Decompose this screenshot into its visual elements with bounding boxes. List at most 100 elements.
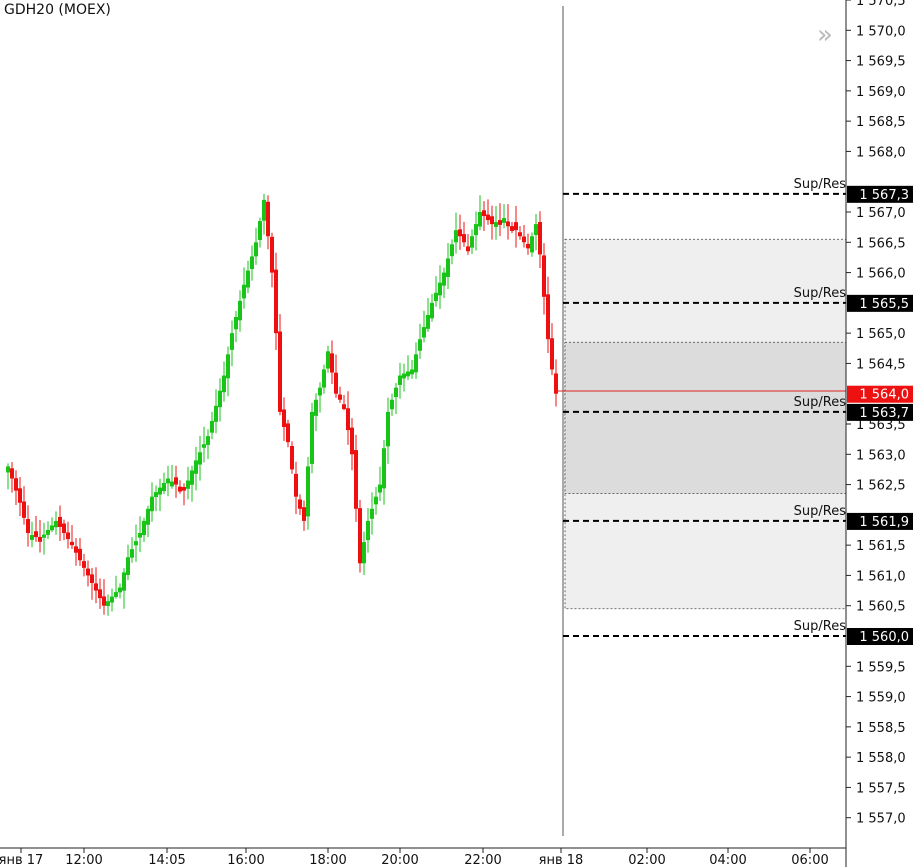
candle-down bbox=[526, 243, 530, 249]
candle-up bbox=[126, 557, 130, 575]
y-tick-label: 1 563,5 bbox=[856, 418, 906, 433]
current-price-text: 1 564,0 bbox=[859, 388, 909, 403]
candle-up bbox=[406, 371, 410, 377]
candle-up bbox=[166, 478, 170, 484]
x-tick-label: 16:00 bbox=[227, 853, 264, 867]
candle-down bbox=[10, 468, 14, 479]
candle-down bbox=[546, 294, 550, 340]
level-price-text: 1 563,7 bbox=[859, 406, 909, 421]
current-price-tag bbox=[847, 385, 913, 403]
candle-up bbox=[222, 375, 226, 393]
candle-up bbox=[398, 375, 402, 385]
levels-layer: Sup/Res Sup/Res Sup/Res Sup/Res Sup/Res bbox=[563, 177, 847, 637]
candle-up bbox=[138, 533, 142, 538]
price-tags: 1 567,3 1 565,5 1 563,7 1 561,9 1 560,0 1 564… bbox=[847, 185, 913, 645]
candle-up bbox=[394, 387, 398, 398]
candle-up bbox=[238, 300, 242, 321]
candle-up bbox=[170, 481, 174, 487]
candle-down bbox=[274, 269, 278, 334]
x-tick-label: янв 17 bbox=[0, 853, 43, 867]
level-price-tag bbox=[847, 403, 913, 421]
level-price-tag bbox=[847, 512, 913, 530]
candle-up bbox=[366, 520, 370, 541]
x-tick-label: 22:00 bbox=[464, 853, 501, 867]
y-tick-label: 1 569,5 bbox=[856, 55, 906, 70]
time-axis[interactable]: янв 17 12:00 14:05 16:00 18:00 20:00 22:00 янв … bbox=[0, 848, 829, 867]
candle-up bbox=[194, 460, 198, 474]
candle-down bbox=[510, 226, 514, 231]
candle-down bbox=[462, 234, 466, 243]
candle-up bbox=[150, 496, 154, 512]
double-chevron-right-icon[interactable]: » bbox=[817, 20, 833, 50]
candle-up bbox=[250, 256, 254, 270]
x-tick-label: 02:00 bbox=[628, 853, 665, 867]
candle-down bbox=[70, 541, 74, 546]
candle-up bbox=[454, 230, 458, 243]
candle-up bbox=[258, 221, 262, 241]
candle-up bbox=[326, 351, 330, 369]
candle-down bbox=[290, 445, 294, 470]
y-tick-label: 1 567,0 bbox=[856, 206, 906, 221]
candle-up bbox=[186, 480, 190, 489]
candle-up bbox=[426, 314, 430, 329]
candle-up bbox=[378, 484, 382, 493]
candle-up bbox=[494, 222, 498, 227]
candle-down bbox=[178, 486, 182, 492]
x-tick-label: 06:00 bbox=[791, 853, 828, 867]
candle-down bbox=[486, 214, 490, 221]
candle-down bbox=[278, 331, 282, 412]
y-tick-label: 1 568,5 bbox=[856, 115, 906, 130]
candle-up bbox=[246, 270, 250, 288]
candle-down bbox=[302, 507, 306, 521]
candles-layer bbox=[6, 193, 558, 616]
y-tick-label: 1 565,0 bbox=[856, 327, 906, 342]
candle-up bbox=[114, 592, 118, 597]
x-tick-label: 20:00 bbox=[381, 853, 418, 867]
candle-up bbox=[30, 535, 34, 540]
candle-up bbox=[158, 487, 162, 495]
sup-res-label: Sup/Res bbox=[794, 619, 847, 634]
candle-down bbox=[554, 373, 558, 394]
candle-down bbox=[342, 404, 346, 410]
candle-up bbox=[206, 436, 210, 445]
candle-up bbox=[402, 373, 406, 379]
candle-up bbox=[226, 354, 230, 379]
candle-up bbox=[110, 596, 114, 603]
candle-up bbox=[210, 420, 214, 433]
candle-down bbox=[334, 372, 338, 394]
candle-up bbox=[390, 399, 394, 410]
candle-down bbox=[330, 353, 334, 373]
candle-up bbox=[362, 542, 366, 564]
candle-up bbox=[502, 218, 506, 223]
candle-down bbox=[90, 574, 94, 583]
x-tick-label: 12:00 bbox=[65, 853, 102, 867]
candle-up bbox=[242, 284, 246, 299]
candle-up bbox=[218, 390, 222, 408]
candle-up bbox=[446, 258, 450, 277]
candle-up bbox=[370, 508, 374, 519]
candle-down bbox=[298, 499, 302, 509]
candle-down bbox=[14, 478, 18, 491]
candle-up bbox=[234, 316, 238, 330]
candle-up bbox=[318, 387, 322, 396]
candle-down bbox=[270, 236, 274, 273]
candle-up bbox=[534, 224, 538, 236]
y-tick-label: 1 558,0 bbox=[856, 751, 906, 766]
candle-up bbox=[122, 572, 126, 591]
candle-down bbox=[174, 477, 178, 485]
candle-up bbox=[198, 452, 202, 465]
y-tick-label: 1 559,0 bbox=[856, 691, 906, 706]
candle-down bbox=[522, 236, 526, 243]
candle-down bbox=[498, 220, 502, 225]
candle-down bbox=[346, 408, 350, 431]
level-price-tag bbox=[847, 185, 913, 203]
candle-up bbox=[262, 199, 266, 221]
candle-up bbox=[442, 272, 446, 286]
candle-up bbox=[478, 212, 482, 227]
y-tick-label: 1 564,5 bbox=[856, 357, 906, 372]
zones-layer bbox=[564, 238, 847, 610]
price-axis[interactable]: 1 557,0 1 557,5 1 558,0 1 558,5 1 559,0 1 559… bbox=[846, 0, 906, 827]
y-tick-label: 1 563,0 bbox=[856, 448, 906, 463]
candle-down bbox=[182, 487, 186, 491]
